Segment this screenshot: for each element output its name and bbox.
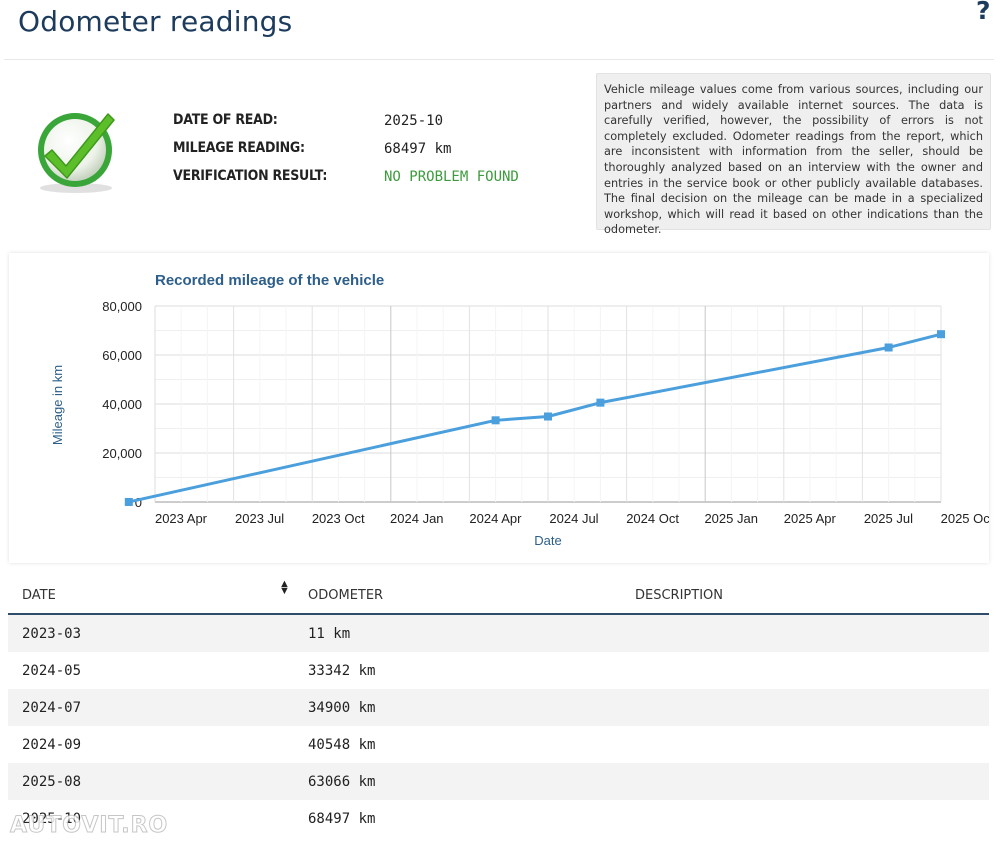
x-tick-label: 2024 Apr <box>469 511 522 526</box>
mileage-chart: Recorded mileage of the vehicle Mileage … <box>9 253 989 563</box>
y-tick-label: 20,000 <box>102 446 142 461</box>
data-point <box>596 398 605 407</box>
row-date: 2024-09 <box>22 737 82 753</box>
x-tick-label: 2025 Apr <box>784 511 837 526</box>
watermark-logo: AUTOVIT.RO <box>9 813 169 839</box>
row-odometer: 11 km <box>308 626 351 642</box>
chart-title: Recorded mileage of the vehicle <box>155 272 384 289</box>
column-header-date[interactable]: DATE <box>22 588 56 603</box>
verification-result-label: VERIFICATION RESULT: <box>173 168 328 184</box>
chart-canvas: Recorded mileage of the vehicle Mileage … <box>50 272 989 548</box>
x-tick-label: 2025 Oct <box>941 511 989 526</box>
x-tick-label: 2023 Oct <box>312 511 365 526</box>
data-point <box>491 416 500 425</box>
row-date: 2025-08 <box>22 774 82 790</box>
x-tick-label: 2024 Oct <box>626 511 679 526</box>
help-icon[interactable]: ? <box>976 0 991 25</box>
sort-updown-icon[interactable]: ▲ ▼ <box>279 578 290 597</box>
x-tick-label: 2023 Jul <box>235 511 284 526</box>
x-tick-label: 2023 Apr <box>155 511 208 526</box>
y-tick-label: 60,000 <box>102 348 142 363</box>
data-point <box>937 330 945 339</box>
mileage-disclaimer: Vehicle mileage values come from various… <box>596 73 991 236</box>
x-tick-label: 2025 Jul <box>864 511 913 526</box>
divider <box>4 59 994 60</box>
row-date: 2024-07 <box>22 700 82 716</box>
y-tick-label: 40,000 <box>102 397 142 412</box>
x-tick-label: 2024 Jan <box>390 511 444 526</box>
x-tick-label: 2024 Jul <box>549 511 598 526</box>
row-odometer: 63066 km <box>308 774 376 790</box>
series-line <box>128 332 942 504</box>
column-header-odometer: ODOMETER <box>308 588 384 603</box>
row-odometer: 40548 km <box>308 737 376 753</box>
table-row: 2025-10 68497 km <box>8 800 989 837</box>
page-title: Odometer readings <box>18 5 293 38</box>
data-point <box>544 412 552 421</box>
table-row: 2024-09 40548 km <box>8 726 989 763</box>
row-date: 2025-10 <box>22 811 82 827</box>
row-date: 2024-05 <box>22 663 82 679</box>
row-odometer: 34900 km <box>308 700 376 716</box>
y-tick-label: 80,000 <box>102 299 142 314</box>
row-odometer: 68497 km <box>308 811 376 827</box>
table-row: 2024-07 34900 km <box>8 689 989 726</box>
chart-y-axis-label: Mileage in km <box>50 365 65 445</box>
green-checkmark-icon <box>38 113 115 193</box>
mileage-reading-value: 68497 km <box>384 141 452 157</box>
table-row: 2025-08 63066 km <box>8 763 989 800</box>
data-point <box>124 497 133 506</box>
column-header-description: DESCRIPTION <box>635 588 723 603</box>
row-odometer: 33342 km <box>308 663 376 679</box>
date-of-read-value: 2025-10 <box>384 113 444 129</box>
mileage-reading-label: MILEAGE READING: <box>173 140 305 156</box>
table-header-divider <box>8 613 989 615</box>
date-of-read-label: DATE OF READ: <box>173 112 278 128</box>
data-point <box>884 343 893 352</box>
table-row: 2024-05 33342 km <box>8 652 989 689</box>
x-tick-label: 2025 Jan <box>704 511 758 526</box>
verification-result-value: NO PROBLEM FOUND <box>384 169 519 185</box>
y-tick-label: 0 <box>135 495 142 510</box>
chart-x-axis-label: Date <box>534 533 561 548</box>
row-date: 2023-03 <box>22 626 82 642</box>
table-row: 2023-03 11 km <box>8 615 989 652</box>
